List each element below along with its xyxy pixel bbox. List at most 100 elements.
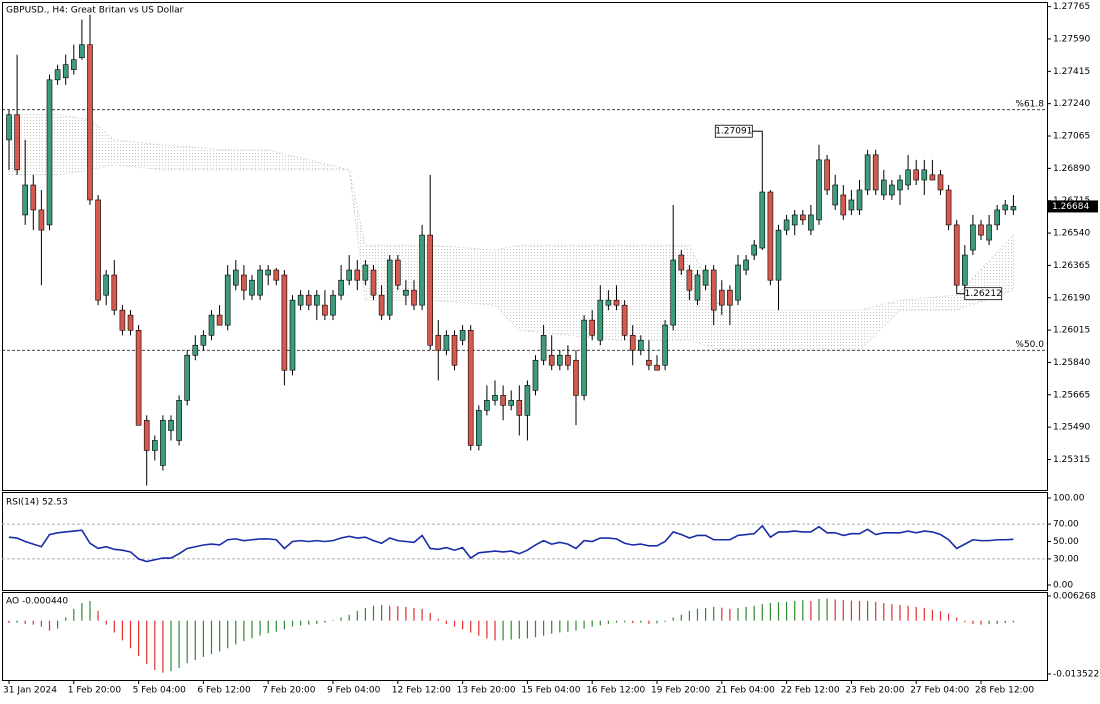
candle-body	[403, 289, 409, 296]
candle-body	[71, 59, 77, 70]
candle-body	[289, 299, 296, 371]
candle-body	[970, 224, 976, 251]
candle-body	[654, 364, 660, 371]
candle-body	[427, 234, 434, 346]
candle-body	[475, 410, 482, 446]
annotation-label: 1.27091	[715, 127, 752, 137]
candle-body	[808, 214, 814, 231]
candle-body	[249, 279, 255, 296]
candle-body	[30, 184, 37, 211]
candle-body	[467, 329, 474, 446]
y-tick-label: 0.00	[1053, 580, 1073, 590]
candle-body	[14, 114, 20, 171]
candle-body	[978, 224, 984, 236]
annotation-label: 1.26212	[965, 289, 1002, 299]
annotation-box	[714, 124, 753, 138]
candle-body	[637, 339, 644, 351]
candle-body	[362, 264, 369, 281]
candle-body	[718, 289, 725, 306]
x-tick-label: 6 Feb 12:00	[197, 686, 251, 696]
candle-body	[257, 269, 263, 296]
main-panel	[2, 2, 1048, 491]
cloud	[8, 114, 1014, 351]
candle-body	[686, 269, 693, 291]
candle-body	[621, 304, 628, 336]
candle-body	[79, 44, 85, 58]
candle-body	[597, 299, 604, 341]
candle-body	[913, 169, 920, 181]
candle-body	[54, 69, 61, 81]
y-tick-label: -0.013522	[1053, 669, 1099, 679]
candle-body	[897, 179, 903, 191]
candle-body	[646, 359, 652, 366]
candle-body	[233, 269, 239, 286]
y-tick-label: 1.26890	[1053, 164, 1090, 174]
candle-body	[1010, 206, 1017, 211]
candle-body	[378, 294, 385, 316]
rsi-line	[8, 524, 1014, 563]
chart-title: GBPUSD., H4: Great Britan vs US Dollar	[6, 6, 184, 16]
y-tick-label: 1.26365	[1053, 261, 1090, 271]
x-tick-label: 12 Feb 12:00	[392, 686, 451, 696]
candle-body	[872, 154, 879, 191]
candle-body	[95, 199, 101, 301]
candle-body	[735, 264, 741, 301]
candle-body	[297, 294, 304, 306]
x-tick-label: 28 Feb 12:00	[975, 686, 1034, 696]
y-tick-label: 1.25490	[1053, 423, 1090, 433]
y-tick-label: 1.25840	[1053, 358, 1090, 368]
y-tick-label: 1.27415	[1053, 67, 1090, 77]
candle-body	[743, 259, 749, 271]
candle-body	[443, 334, 450, 351]
candle-body	[573, 359, 579, 396]
candle-body	[322, 304, 328, 316]
x-tick-label: 5 Feb 04:00	[133, 686, 187, 696]
candle-body	[556, 354, 563, 366]
ao-label: AO -0.000440	[6, 597, 68, 607]
last-price-box	[1048, 200, 1098, 213]
candle-body	[702, 269, 709, 286]
level-label: %50.0	[1015, 340, 1044, 350]
candle-body	[354, 269, 361, 281]
candle-body	[135, 329, 142, 426]
candle-body	[694, 274, 701, 301]
y-tick-label: 0.006268	[1053, 591, 1096, 601]
candle-body	[103, 274, 109, 296]
candle-body	[548, 354, 555, 366]
x-tick-label: 1 Feb 20:00	[68, 686, 122, 696]
candle-body	[87, 44, 93, 201]
x-tick-label: 13 Feb 20:00	[457, 686, 516, 696]
candle-body	[889, 184, 895, 196]
candle-body	[143, 420, 150, 451]
candle-body	[241, 274, 247, 291]
candle-body	[386, 259, 393, 316]
candle-body	[751, 244, 758, 256]
candle-body	[330, 294, 336, 316]
candle-body	[824, 159, 830, 191]
candle-body	[176, 400, 182, 441]
candle-body	[224, 274, 231, 326]
level-label: %61.8	[1015, 99, 1044, 109]
ao-panel	[2, 592, 1048, 681]
x-tick-label: 9 Feb 04:00	[327, 686, 381, 696]
candle-body	[62, 64, 69, 79]
candle-body	[678, 254, 685, 271]
candle-body	[168, 420, 174, 431]
candle-body	[305, 294, 312, 306]
candle-body	[492, 395, 498, 401]
candle-body	[119, 309, 126, 331]
candle-body	[459, 329, 466, 341]
candle-body	[22, 184, 29, 216]
candle-body	[710, 269, 717, 311]
candle-body	[184, 354, 190, 401]
candle-body	[629, 334, 636, 351]
candle-body	[759, 191, 766, 249]
candle-body	[370, 269, 377, 296]
y-tick-label: 70.00	[1053, 520, 1079, 530]
candle-body	[540, 334, 547, 361]
y-tick-label: 1.26540	[1053, 229, 1090, 239]
y-tick-label: 1.27240	[1053, 99, 1090, 109]
candle-body	[662, 324, 668, 366]
